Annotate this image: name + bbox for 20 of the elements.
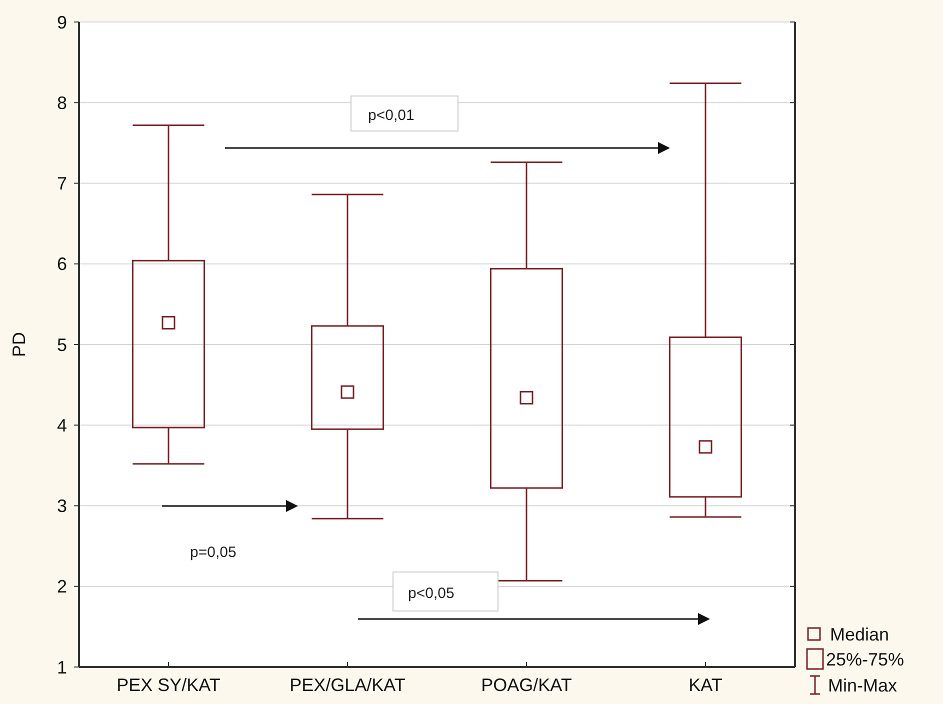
x-tick-label: POAG/KAT xyxy=(481,675,572,695)
annotation: p<0,01 xyxy=(368,107,414,124)
y-tick-label: 8 xyxy=(56,92,67,113)
x-tick-label: KAT xyxy=(688,675,722,695)
y-tick-label: 4 xyxy=(56,415,67,436)
text: 25%-75% xyxy=(826,649,904,670)
text: Median xyxy=(830,624,890,644)
y-axis-title: PD xyxy=(9,332,29,358)
annotation: p<0,05 xyxy=(408,585,454,602)
x-tick-label: PEX/GLA/KAT xyxy=(290,675,406,695)
y-tick-label: 9 xyxy=(56,12,67,32)
y-tick-label: 1 xyxy=(56,657,67,678)
y-tick-label: 2 xyxy=(56,576,67,597)
annotation: p=0,05 xyxy=(190,544,236,561)
y-tick-label: 3 xyxy=(56,496,67,516)
x-tick-label: PEX SY/KAT xyxy=(116,675,220,695)
y-tick-label: 7 xyxy=(56,174,67,194)
y-tick-label: 6 xyxy=(56,254,67,274)
text: Min-Max xyxy=(828,675,898,696)
y-tick-label: 5 xyxy=(56,334,67,355)
